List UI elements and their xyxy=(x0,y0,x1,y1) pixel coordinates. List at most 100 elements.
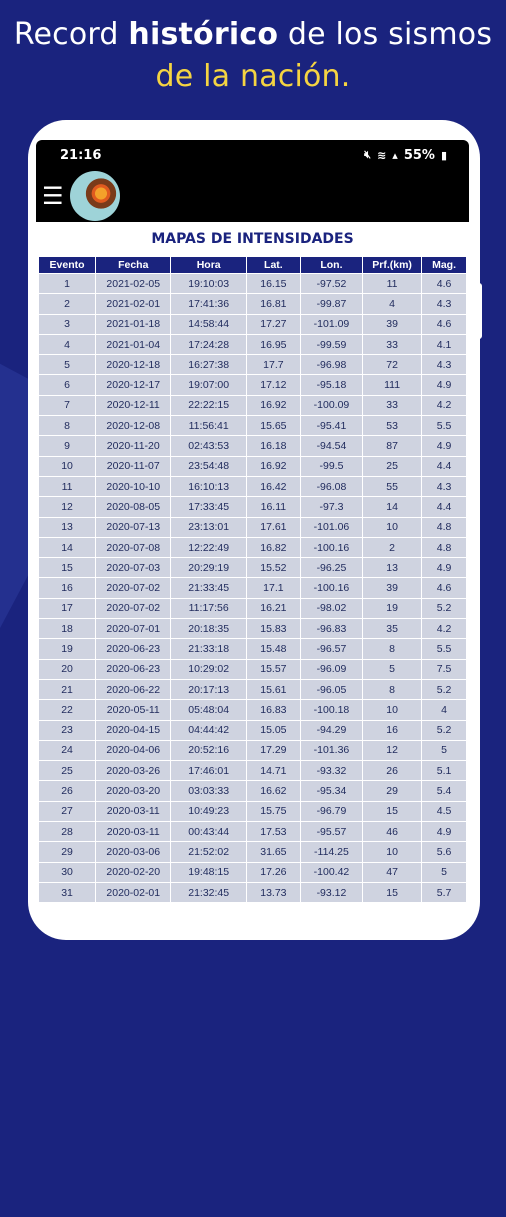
table-cell: 4 xyxy=(39,334,96,355)
table-cell: 72 xyxy=(363,355,422,375)
table-row[interactable]: 10 2020-11-07 23:54:48 16.92 -99.5 25 4.4 xyxy=(39,456,466,476)
table-cell: 19 xyxy=(363,598,422,619)
table-cell: 17.12 xyxy=(246,375,300,395)
table-cell: 17:46:01 xyxy=(171,761,246,781)
table-cell: 16 xyxy=(39,578,96,598)
table-row[interactable]: 27 2020-03-11 10:49:23 15.75 -96.79 15 4.5 xyxy=(39,801,466,822)
column-header: Evento xyxy=(39,257,96,273)
table-row[interactable]: 23 2020-04-15 04:44:42 15.05 -94.29 16 5.2 xyxy=(39,720,466,740)
section-title: MAPAS DE INTENSIDADES xyxy=(151,231,354,247)
table-cell: 16.95 xyxy=(246,334,300,355)
table-row[interactable]: 21 2020-06-22 20:17:13 15.61 -96.05 8 5.2 xyxy=(39,679,466,700)
table-cell: 2020-05-11 xyxy=(96,700,171,720)
table-row[interactable]: 17 2020-07-02 11:17:56 16.21 -98.02 19 5.2 xyxy=(39,598,466,619)
table-cell: 4 xyxy=(422,700,466,720)
table-cell: 17.29 xyxy=(246,740,300,761)
status-time: 21:16 xyxy=(60,147,102,163)
table-cell: 16.62 xyxy=(246,781,300,801)
table-row[interactable]: 31 2020-02-01 21:32:45 13.73 -93.12 15 5.7 xyxy=(39,882,466,903)
table-row[interactable]: 7 2020-12-11 22:22:15 16.92 -100.09 33 4.2 xyxy=(39,395,466,416)
table-cell: 19 xyxy=(39,639,96,659)
headline-line2: de la nación. xyxy=(155,59,351,94)
table-row[interactable]: 20 2020-06-23 10:29:02 15.57 -96.09 5 7.5 xyxy=(39,659,466,679)
table-cell: 21:52:02 xyxy=(171,842,246,862)
table-row[interactable]: 18 2020-07-01 20:18:35 15.83 -96.83 35 4.2 xyxy=(39,619,466,639)
table-row[interactable]: 14 2020-07-08 12:22:49 16.82 -100.16 2 4.8 xyxy=(39,537,466,558)
table-cell: 24 xyxy=(39,740,96,761)
column-header: Mag. xyxy=(422,257,466,273)
table-cell: 25 xyxy=(39,761,96,781)
table-row[interactable]: 13 2020-07-13 23:13:01 17.61 -101.06 10 4.8 xyxy=(39,517,466,537)
table-row[interactable]: 15 2020-07-03 20:29:19 15.52 -96.25 13 4.9 xyxy=(39,558,466,578)
table-cell: 4.4 xyxy=(422,497,466,517)
table-cell: 29 xyxy=(363,781,422,801)
table-cell: 00:43:44 xyxy=(171,822,246,842)
table-row[interactable]: 5 2020-12-18 16:27:38 17.7 -96.98 72 4.3 xyxy=(39,355,466,375)
table-cell: 20:17:13 xyxy=(171,679,246,700)
table-cell: 4.2 xyxy=(422,395,466,416)
table-row[interactable]: 2 2021-02-01 17:41:36 16.81 -99.87 4 4.3 xyxy=(39,294,466,314)
table-row[interactable]: 11 2020-10-10 16:10:13 16.42 -96.08 55 4.3 xyxy=(39,476,466,497)
table-row[interactable]: 26 2020-03-20 03:03:33 16.62 -95.34 29 5.4 xyxy=(39,781,466,801)
table-row[interactable]: 8 2020-12-08 11:56:41 15.65 -95.41 53 5.5 xyxy=(39,416,466,436)
table-cell: 15.83 xyxy=(246,619,300,639)
table-cell: 2020-03-11 xyxy=(96,822,171,842)
table-cell: 39 xyxy=(363,578,422,598)
table-row[interactable]: 3 2021-01-18 14:58:44 17.27 -101.09 39 4.6 xyxy=(39,314,466,334)
table-cell: 5 xyxy=(422,862,466,882)
table-row[interactable]: 4 2021-01-04 17:24:28 16.95 -99.59 33 4.1 xyxy=(39,334,466,355)
table-cell: 17:41:36 xyxy=(171,294,246,314)
table-cell: 5.5 xyxy=(422,416,466,436)
table-cell: 17:24:28 xyxy=(171,334,246,355)
table-cell: 15 xyxy=(363,882,422,903)
headline-bold: histórico xyxy=(128,17,279,52)
table-cell: 46 xyxy=(363,822,422,842)
column-header: Prf.(km) xyxy=(363,257,422,273)
headline-text: de los sismos xyxy=(278,17,493,52)
table-row[interactable]: 24 2020-04-06 20:52:16 17.29 -101.36 12 5 xyxy=(39,740,466,761)
table-cell: 47 xyxy=(363,862,422,882)
table-row[interactable]: 19 2020-06-23 21:33:18 15.48 -96.57 8 5.5 xyxy=(39,639,466,659)
table-row[interactable]: 6 2020-12-17 19:07:00 17.12 -95.18 111 4.9 xyxy=(39,375,466,395)
table-row[interactable]: 12 2020-08-05 17:33:45 16.11 -97.3 14 4.4 xyxy=(39,497,466,517)
table-container[interactable]: Evento Fecha Hora Lat. Lon. Prf.(km) Mag. 1 202… xyxy=(36,256,469,903)
table-cell: 10:49:23 xyxy=(171,801,246,822)
table-row[interactable]: 9 2020-11-20 02:43:53 16.18 -94.54 87 4.9 xyxy=(39,436,466,456)
table-row[interactable]: 22 2020-05-11 05:48:04 16.83 -100.18 10 4 xyxy=(39,700,466,720)
table-cell: 3 xyxy=(39,314,96,334)
table-cell: 2020-03-20 xyxy=(96,781,171,801)
table-cell: 28 xyxy=(39,822,96,842)
table-cell: 53 xyxy=(363,416,422,436)
battery-level: 55% xyxy=(403,147,435,163)
table-cell: 2020-06-23 xyxy=(96,659,171,679)
table-cell: 5 xyxy=(39,355,96,375)
table-cell: 87 xyxy=(363,436,422,456)
table-cell: -97.3 xyxy=(300,497,363,517)
hamburger-menu-icon[interactable]: ☰ xyxy=(42,182,64,210)
table-cell: 14 xyxy=(39,537,96,558)
table-cell: -96.05 xyxy=(300,679,363,700)
table-cell: 8 xyxy=(363,679,422,700)
phone-screen: 21:16 🔇︎ ≋ ▴ 55% ▮ ☰ MAPAS DE INTENSIDAD… xyxy=(36,140,469,910)
table-cell: -99.87 xyxy=(300,294,363,314)
table-cell: -93.32 xyxy=(300,761,363,781)
table-cell: 2020-03-11 xyxy=(96,801,171,822)
table-cell: 15.48 xyxy=(246,639,300,659)
table-cell: 11:17:56 xyxy=(171,598,246,619)
table-cell: 4.5 xyxy=(422,801,466,822)
table-row[interactable]: 16 2020-07-02 21:33:45 17.1 -100.16 39 4.6 xyxy=(39,578,466,598)
table-cell: 4.8 xyxy=(422,537,466,558)
table-row[interactable]: 28 2020-03-11 00:43:44 17.53 -95.57 46 4.9 xyxy=(39,822,466,842)
table-row[interactable]: 1 2021-02-05 19:10:03 16.15 -97.52 11 4.6 xyxy=(39,274,466,294)
table-cell: 20 xyxy=(39,659,96,679)
table-row[interactable]: 29 2020-03-06 21:52:02 31.65 -114.25 10 5.6 xyxy=(39,842,466,862)
table-cell: 13.73 xyxy=(246,882,300,903)
table-cell: 13 xyxy=(39,517,96,537)
table-row[interactable]: 30 2020-02-20 19:48:15 17.26 -100.42 47 5 xyxy=(39,862,466,882)
table-cell: 15 xyxy=(39,558,96,578)
table-cell: 8 xyxy=(39,416,96,436)
table-cell: 2020-12-17 xyxy=(96,375,171,395)
table-cell: 33 xyxy=(363,334,422,355)
table-row[interactable]: 25 2020-03-26 17:46:01 14.71 -93.32 26 5.1 xyxy=(39,761,466,781)
table-cell: 19:07:00 xyxy=(171,375,246,395)
